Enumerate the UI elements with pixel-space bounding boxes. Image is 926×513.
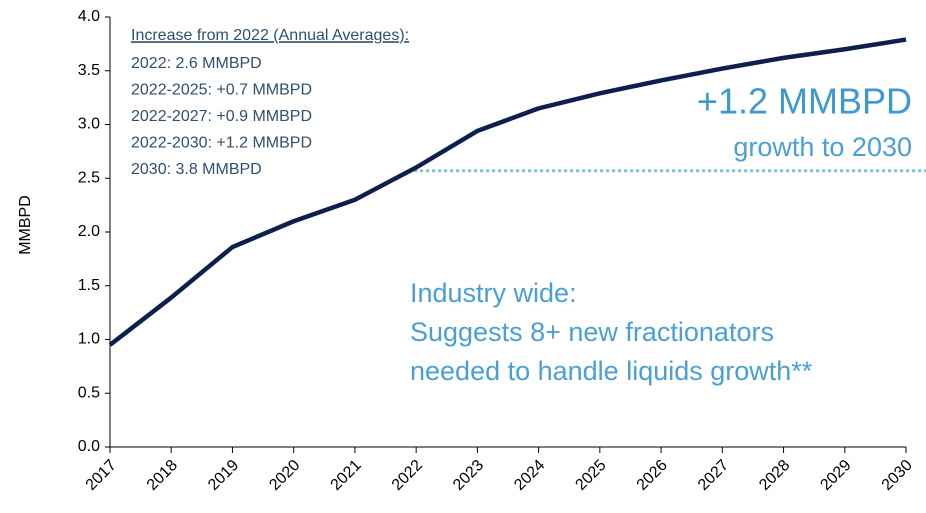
y-axis-label: MMBPD	[17, 195, 34, 255]
x-tick-label: 2020	[266, 457, 303, 494]
list-title: Increase from 2022 (Annual Averages):	[131, 27, 409, 44]
y-tick-label: 0.0	[78, 438, 100, 455]
x-tick-label: 2030	[879, 457, 916, 494]
x-tick-label: 2025	[572, 457, 609, 494]
series-line	[108, 37, 907, 347]
x-tick-label: 2023	[450, 457, 487, 494]
y-tick-label: 1.0	[78, 331, 100, 348]
x-tick-label: 2021	[328, 457, 365, 494]
note-line: 2030: 3.8 MMBPD	[131, 161, 262, 178]
x-tick-label: 2018	[144, 457, 181, 494]
industry-note: Suggests 8+ new fractionators	[410, 317, 774, 347]
y-tick-label: 1.5	[78, 277, 100, 294]
note-line: 2022-2025: +0.7 MMBPD	[131, 82, 312, 99]
headline: +1.2 MMBPD	[697, 81, 912, 122]
headline-sub: growth to 2030	[733, 132, 912, 162]
y-tick-label: 2.0	[78, 223, 100, 240]
x-tick-label: 2022	[389, 457, 426, 494]
note-line: 2022-2027: +0.9 MMBPD	[131, 108, 312, 125]
note-line: 2022-2030: +1.2 MMBPD	[131, 135, 312, 152]
industry-note: needed to handle liquids growth**	[410, 356, 813, 386]
industry-note: Industry wide:	[410, 278, 577, 308]
y-tick-label: 3.5	[78, 62, 100, 79]
y-tick-label: 4.0	[78, 8, 100, 25]
x-tick-label: 2024	[511, 457, 548, 494]
x-tick-label: 2026	[634, 457, 671, 494]
y-tick-label: 0.5	[78, 384, 100, 401]
x-tick-label: 2027	[695, 457, 732, 494]
y-tick-label: 3.0	[78, 116, 100, 133]
x-tick-label: 2028	[756, 457, 793, 494]
x-tick-label: 2029	[817, 457, 854, 494]
x-tick-label: 2017	[83, 457, 120, 494]
note-line: 2022: 2.6 MMBPD	[131, 55, 262, 72]
x-tick-label: 2019	[205, 457, 242, 494]
y-tick-label: 2.5	[78, 169, 100, 186]
